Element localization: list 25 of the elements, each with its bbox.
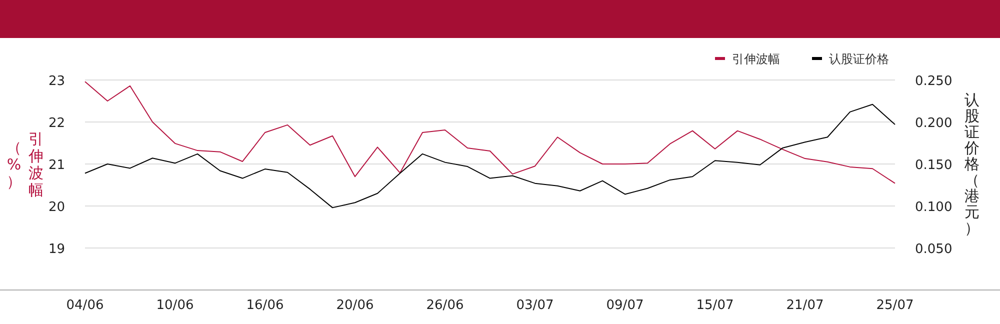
x-tick-label: 10/06 <box>156 298 194 313</box>
y-tick-label: 21 <box>48 158 65 173</box>
x-tick-label: 26/06 <box>426 298 464 313</box>
y2-tick-label: 0.150 <box>915 158 952 173</box>
line-series <box>84 104 896 208</box>
x-tick-label: 15/07 <box>696 298 734 313</box>
text: 认股证价格（港元） <box>964 91 980 237</box>
y2-tick-label: 0.100 <box>915 200 952 215</box>
x-tick-label: 21/07 <box>786 298 824 313</box>
x-tick-label: 09/07 <box>606 298 644 313</box>
y-tick-label: 19 <box>48 242 65 257</box>
y-tick-label: 20 <box>48 200 65 215</box>
y2-tick-label: 0.200 <box>915 116 952 131</box>
line-series <box>84 81 896 184</box>
x-tick-label: 03/07 <box>516 298 554 313</box>
x-tick-label: 16/06 <box>246 298 284 313</box>
x-tick-label: 25/07 <box>876 298 914 313</box>
y-tick-label: 22 <box>48 116 65 131</box>
y-tick-label: 23 <box>48 74 65 89</box>
x-tick-label: 20/06 <box>336 298 374 313</box>
legend-label: 引伸波幅 <box>732 52 780 66</box>
y2-tick-label: 0.250 <box>915 74 952 89</box>
x-tick-label: 04/06 <box>66 298 104 313</box>
legend-label: 认股证价格 <box>829 52 889 66</box>
y2-tick-label: 0.050 <box>915 242 952 257</box>
